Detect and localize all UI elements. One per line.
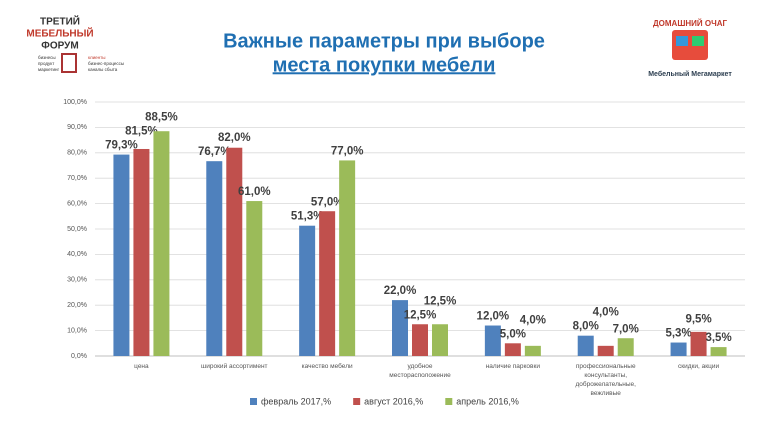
legend-swatch	[445, 398, 453, 405]
y-tick-label: 60,0%	[67, 200, 87, 207]
value-label: 88,5%	[145, 112, 178, 124]
bar	[299, 225, 316, 356]
y-tick-label: 30,0%	[67, 277, 87, 284]
value-label: 76,7%	[198, 146, 231, 158]
chart-title: Важные параметры при выборе	[223, 30, 545, 52]
logo-text: маркетинг	[38, 67, 60, 72]
bar	[577, 335, 594, 356]
logo-text: МЕБЕЛЬНЫЙ	[26, 27, 93, 40]
value-label: 3,5%	[705, 332, 731, 344]
bar	[392, 300, 408, 356]
value-label: 8,0%	[573, 321, 599, 333]
bar	[524, 345, 541, 356]
value-label: 4,0%	[593, 307, 619, 319]
value-label: 12,5%	[404, 309, 437, 321]
bar	[597, 345, 614, 356]
value-label: 12,0%	[477, 311, 510, 323]
chart-subtitle: места покупки мебели	[273, 54, 496, 76]
x-tick-label: удобное месторасположение	[389, 363, 451, 379]
value-label: 12,5%	[424, 295, 457, 307]
y-tick-label: 80,0%	[67, 150, 87, 157]
logo-text: каналы сбыта	[88, 67, 118, 72]
value-label: 61,0%	[238, 186, 271, 198]
logo-text: ФОРУМ	[41, 41, 78, 52]
logo-text: бизнес-процессы	[88, 61, 124, 66]
y-tick-label: 0,0%	[71, 353, 87, 360]
value-label: 81,5%	[125, 126, 158, 138]
value-label: 22,0%	[384, 285, 417, 297]
bar	[133, 148, 150, 356]
bar	[617, 338, 634, 356]
y-tick-label: 10,0%	[67, 327, 87, 334]
value-label: 4,0%	[520, 314, 546, 326]
value-label: 77,0%	[331, 145, 364, 157]
bar	[670, 342, 687, 356]
y-tick-label: 50,0%	[67, 226, 87, 233]
value-label: 5,3%	[665, 328, 691, 340]
bar	[113, 154, 130, 356]
legend-label: апрель 2016,%	[456, 396, 519, 406]
x-tick-label: профессиональные консультанты, доброжела…	[575, 363, 636, 397]
bar	[206, 161, 223, 356]
x-tick-label: наличие парковки	[485, 363, 540, 370]
value-label: 79,3%	[105, 140, 138, 152]
bar	[412, 324, 428, 356]
legend-label: февраль 2017,%	[261, 396, 331, 406]
value-label: 7,0%	[613, 323, 639, 335]
y-tick-label: 100,0%	[63, 99, 87, 106]
bar	[339, 160, 356, 356]
logo-text: ТРЕТИЙ	[40, 15, 80, 28]
x-tick-label: цена	[134, 363, 149, 370]
bar	[690, 331, 707, 356]
bar	[432, 324, 448, 356]
value-label: 57,0%	[311, 196, 344, 208]
legend-swatch	[353, 398, 361, 405]
y-tick-label: 20,0%	[67, 302, 87, 309]
bar	[153, 131, 170, 356]
value-label: 51,3%	[291, 211, 324, 223]
legend-swatch	[250, 398, 257, 405]
y-tick-label: 70,0%	[67, 175, 87, 182]
right-logo: ДОМАШНИЙ ОЧАГ Мебельный Мегамаркет	[648, 19, 732, 78]
bar	[710, 347, 727, 356]
logo-text: клиенты	[88, 55, 105, 60]
x-tick-label: скидки, акции	[678, 363, 720, 370]
x-tick-label: широкий ассортимент	[201, 363, 268, 370]
y-tick-label: 40,0%	[67, 251, 87, 258]
logo-window	[692, 36, 704, 46]
bar	[484, 325, 501, 356]
bar	[246, 201, 263, 356]
logo-text: бизнесы	[38, 55, 56, 60]
y-tick-label: 90,0%	[67, 124, 87, 131]
left-logo: ТРЕТИЙ МЕБЕЛЬНЫЙ ФОРУМ бизнесы продукт м…	[26, 15, 124, 73]
value-label: 5,0%	[500, 328, 526, 340]
logo-window	[676, 36, 688, 46]
logo-text: ДОМАШНИЙ ОЧАГ	[653, 19, 728, 28]
legend-label: август 2016,%	[364, 396, 423, 406]
logo-text: Мебельный Мегамаркет	[648, 70, 732, 78]
bar	[504, 343, 521, 356]
logo-text: продукт	[38, 61, 54, 66]
bar	[319, 211, 336, 356]
bar	[226, 147, 243, 356]
x-tick-label: качество мебели	[301, 363, 353, 370]
value-label: 9,5%	[685, 314, 711, 326]
value-label: 82,0%	[218, 132, 251, 144]
logo-chair	[61, 53, 77, 73]
